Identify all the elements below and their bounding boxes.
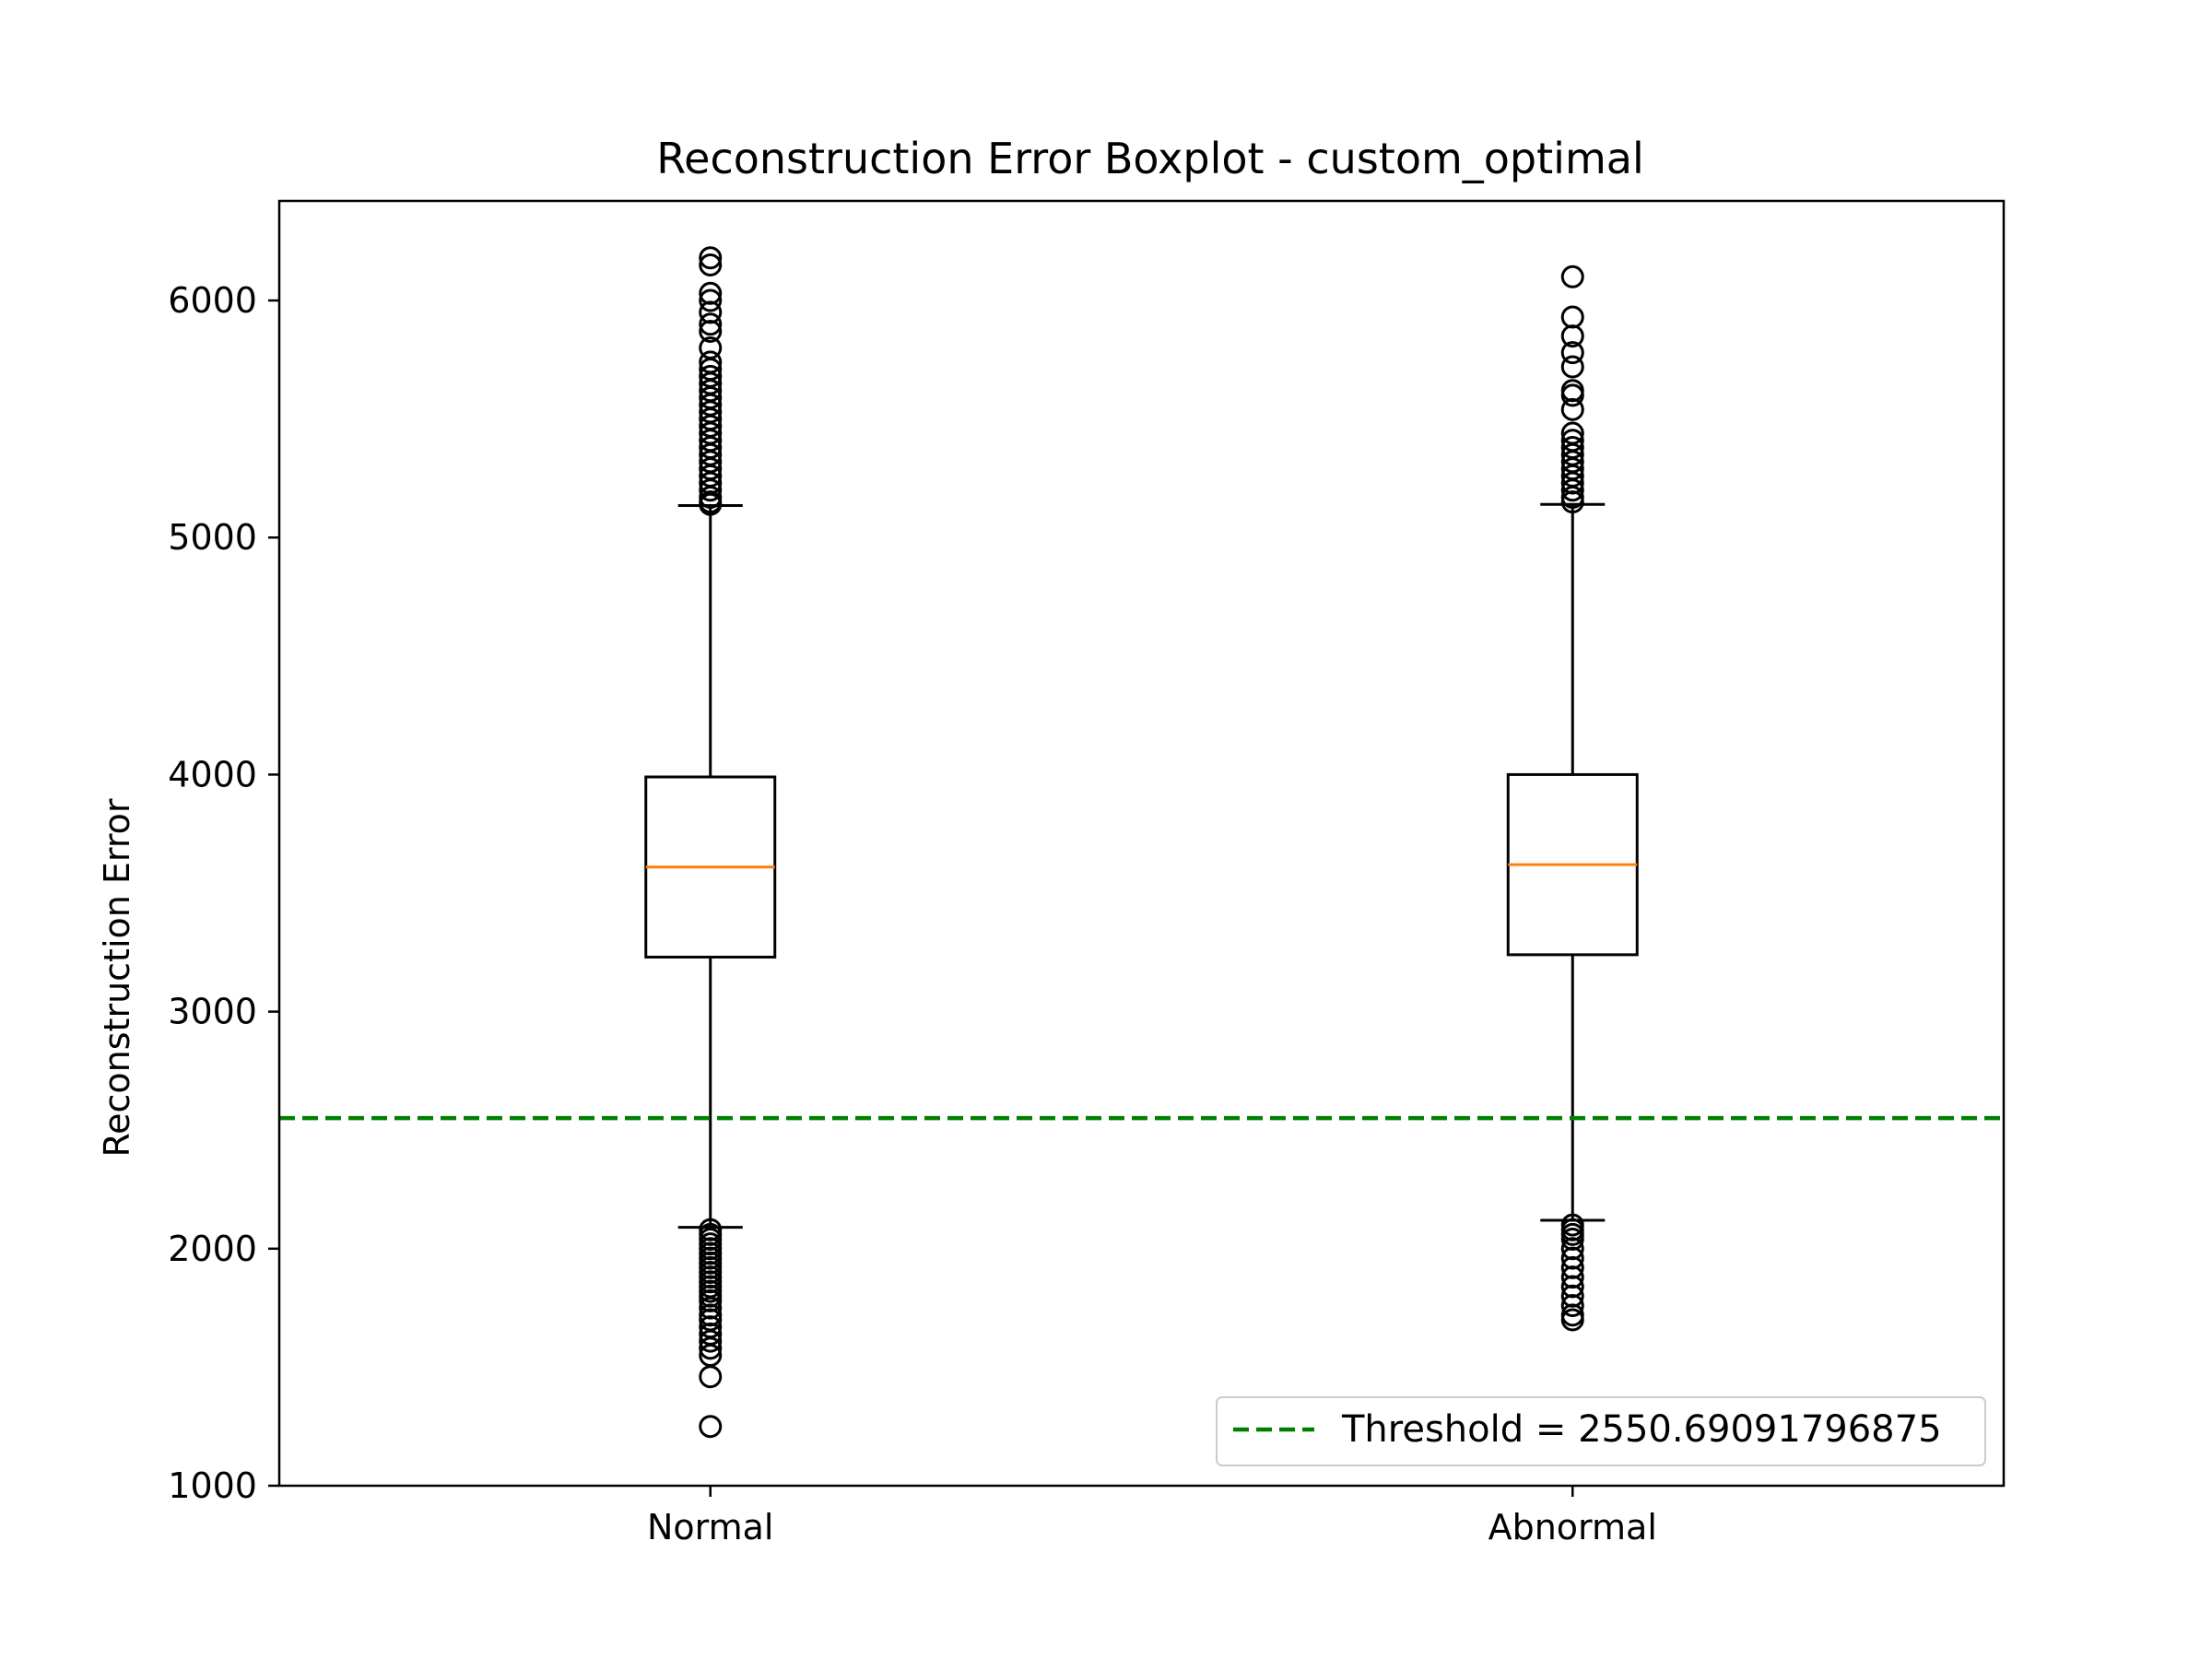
outlier-point [1560,1294,1584,1318]
x-axis-ticks: Normal Abnormal [647,1486,1657,1547]
outlier-point [699,312,723,336]
y-axis-ticks: 1000 2000 3000 4000 5000 6000 [168,280,279,1506]
outlier-point [699,246,723,270]
outlier-point [699,350,723,374]
y-tick-label: 4000 [168,754,257,794]
y-tick-label: 5000 [168,517,257,558]
box-normal [644,246,777,1439]
outlier-point [1560,265,1584,288]
legend-box [1216,1396,1986,1466]
plot-area [279,246,2004,1439]
y-axis-label: Reconstruction Error [97,798,137,1157]
y-tick-label: 1000 [168,1465,257,1506]
y-tick-label: 3000 [168,992,257,1032]
chart-title: Reconstruction Error Boxplot - custom_op… [656,134,1643,183]
outlier-point [699,335,723,359]
outlier-point [699,1365,723,1389]
x-tick-label: Abnormal [1488,1507,1657,1547]
outlier-point [1560,355,1584,379]
outlier-point [699,288,723,312]
outlier-point [699,1329,723,1353]
outlier-point [699,281,723,305]
y-tick-label: 6000 [168,280,257,321]
x-tick-label: Normal [647,1507,774,1547]
outlier-point [1560,421,1584,445]
outlier-point [699,253,723,276]
legend-threshold-label: Threshold = 2550.69091796875 [1341,1408,1942,1451]
outlier-point [1560,341,1584,365]
outlier-point [699,1336,723,1360]
box-abnormal [1506,265,1639,1332]
axes-frame [277,199,2006,1488]
outlier-point [699,1415,723,1439]
outlier-point [699,364,723,388]
outlier-point [1560,379,1584,403]
outlier-point [1560,435,1584,459]
y-tick-label: 2000 [168,1229,257,1269]
outlier-point [1560,305,1584,329]
legend: Threshold = 2550.69091796875 [1216,1396,1986,1466]
outlier-point [1560,1308,1584,1332]
outlier-point [1560,429,1584,453]
